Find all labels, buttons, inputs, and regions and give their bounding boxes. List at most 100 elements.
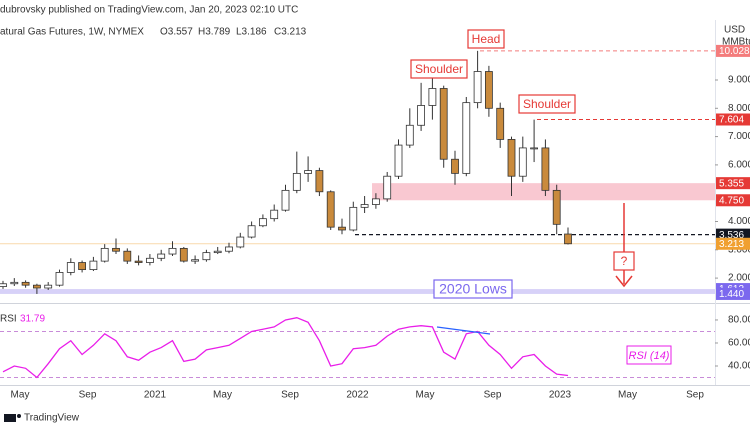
y-tick-label: 4.000	[728, 216, 750, 227]
candle-body	[507, 139, 516, 177]
annotation-box	[433, 279, 513, 299]
candle-body	[123, 250, 132, 262]
zone	[0, 289, 715, 294]
y-tick-label: 3.000	[728, 244, 750, 255]
candle-body	[530, 147, 538, 150]
x-tick-label: 2022	[346, 390, 369, 401]
ohlc-value: L3.186	[236, 27, 267, 38]
y-tick-label: 6.000	[728, 160, 750, 171]
candle-body	[89, 260, 98, 271]
level-tag	[716, 44, 750, 57]
candle-body	[33, 284, 41, 289]
rsi-annotation-box	[626, 345, 672, 365]
unit: MMBtu	[722, 37, 750, 48]
annotation: ?	[621, 254, 628, 268]
candle-body	[258, 218, 267, 227]
arrow-head	[615, 275, 633, 288]
zone	[372, 183, 715, 201]
level-label: 10.028	[719, 46, 750, 57]
candle-body	[10, 281, 19, 285]
x-tick-label: May	[11, 390, 30, 401]
x-tick-label: 2023	[549, 390, 572, 401]
candle-body	[168, 247, 177, 255]
logo	[4, 414, 21, 422]
divergence-line	[436, 326, 491, 335]
candle-body	[439, 88, 448, 160]
rsi-last: 31.79	[20, 314, 45, 325]
candle-body	[417, 105, 426, 126]
annotation: 2020 Lows	[439, 281, 507, 297]
rsi-tick-label: 40.00	[728, 361, 750, 372]
candle-body	[371, 198, 380, 205]
candle-body	[55, 272, 64, 286]
level-tag	[716, 113, 750, 126]
candle-body	[236, 236, 245, 248]
y-tick-label: 2.000	[728, 273, 750, 284]
candle-body	[360, 204, 369, 208]
candle-body	[112, 247, 120, 252]
candle-body	[338, 226, 346, 231]
candle-body	[157, 253, 166, 259]
level-label: 3.536	[719, 230, 744, 241]
x-tick-label: May	[416, 390, 435, 401]
y-tick-label: 9.000	[728, 75, 750, 86]
rsi-title: RSI	[0, 314, 17, 325]
candle-body	[394, 144, 403, 177]
candle-body	[225, 246, 233, 252]
candle-body	[66, 262, 75, 273]
candle-body	[292, 172, 301, 191]
candle-body	[100, 247, 109, 262]
publisher: dubrovsky published on TradingView.com, …	[0, 5, 298, 16]
level-tag	[716, 237, 750, 250]
candle-body	[191, 259, 200, 262]
annotation: Shoulder	[523, 97, 571, 111]
annotation-box	[518, 94, 576, 114]
x-tick-label: May	[618, 390, 637, 401]
level-tag	[716, 287, 750, 300]
candle-body	[326, 191, 335, 228]
candle-body	[473, 71, 482, 104]
candle-body	[518, 147, 527, 177]
annotation-box	[467, 29, 505, 49]
candle-body	[0, 283, 7, 287]
candle-body	[304, 170, 313, 174]
candle-body	[484, 71, 493, 109]
annotation: Shoulder	[415, 62, 463, 76]
symbol: atural Gas Futures, 1W, NYMEX	[0, 27, 144, 38]
level-tag	[716, 228, 750, 241]
candle-body	[552, 189, 561, 225]
level-label: 1.440	[719, 289, 744, 300]
candle-body	[315, 170, 324, 193]
brand: TradingView	[24, 413, 80, 424]
x-tick-label: Sep	[79, 390, 97, 401]
candle-body	[247, 225, 256, 238]
annotation-box	[410, 59, 468, 79]
level-label: 7.604	[719, 115, 744, 126]
candle-body	[44, 284, 53, 289]
candle-body	[496, 107, 505, 140]
candle-body	[383, 175, 392, 200]
candle-body	[270, 209, 279, 220]
candle-body	[405, 124, 414, 146]
candle-body	[564, 233, 572, 245]
currency: USD	[724, 25, 745, 36]
y-tick-label: 7.000	[728, 131, 750, 142]
x-tick-label: Sep	[686, 390, 704, 401]
ohlc-value: C3.213	[274, 27, 307, 38]
x-tick-label: 2021	[144, 390, 167, 401]
candle-body	[428, 88, 437, 106]
level-label: 5.355	[719, 178, 744, 189]
candle-body	[78, 262, 86, 271]
level-label: 3.213	[719, 239, 744, 250]
annotation-box	[613, 251, 635, 271]
candle-body	[202, 252, 211, 261]
level-label: 4.750	[719, 195, 744, 206]
candle-body	[213, 250, 222, 254]
rsi-tick-label: 60.00	[728, 338, 750, 349]
y-tick-label: 8.000	[728, 103, 750, 114]
x-tick-label: May	[213, 390, 232, 401]
annotation: Head	[472, 32, 501, 46]
candle-body	[179, 247, 188, 262]
candle-body	[462, 102, 471, 174]
candle-body	[21, 281, 30, 286]
